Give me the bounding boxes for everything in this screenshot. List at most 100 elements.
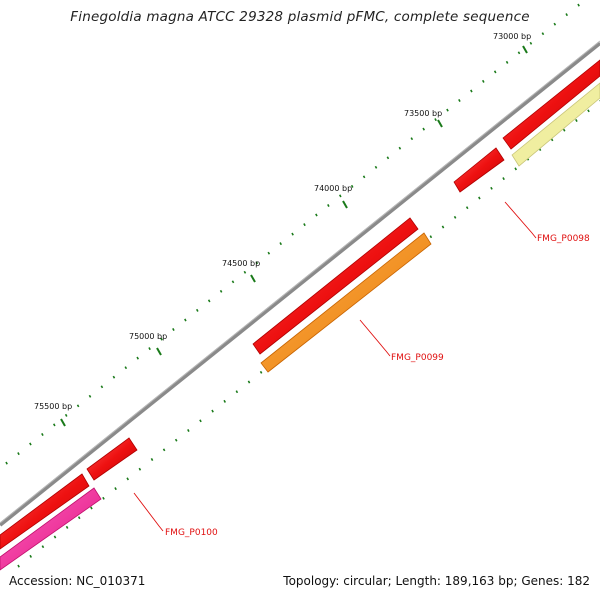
tick-dot [41,545,45,549]
tick-dot [429,235,433,239]
tick-label: 74000 bp [314,184,352,193]
gene-label-fmg-p0098[interactable]: FMG_P0098 [537,234,590,244]
tick-dot [195,308,199,312]
gene-label-fmg-p0100[interactable]: FMG_P0100 [165,528,218,538]
tick-dot [338,194,342,198]
tick-dot [65,525,69,529]
tick-dot [162,448,166,452]
tick-dot [64,413,68,417]
tick-dot [231,280,235,284]
tick-marks [60,45,528,427]
tick-dot [553,22,557,26]
tick-dot [88,394,92,398]
tick-dot [327,204,330,207]
gene-arrow[interactable] [260,232,432,373]
tick-dot [453,215,457,219]
summary-text: Topology: circular; Length: 189,163 bp; … [283,574,590,588]
tick-label: 73000 bp [493,32,531,41]
tick-dot [102,496,105,500]
tick-dot [465,206,469,210]
backbone-line [0,41,600,527]
tick-dot [52,423,56,427]
tick-dot [114,487,117,491]
tick-dot [76,404,80,408]
tick-dot [53,535,57,539]
gene-arrow[interactable] [453,147,505,193]
tick-dot [126,477,130,481]
tick-dot [350,184,354,188]
tick-dot [211,409,214,413]
tick-dot [41,433,44,436]
gene-arrow[interactable] [0,473,90,550]
gene-arrow[interactable] [511,82,600,167]
tick-dot [478,196,481,200]
tick-dot [77,516,81,520]
tick-label: 75000 bp [129,332,167,341]
tick-dot [100,385,104,389]
tick-dot [493,70,497,74]
map-title: Finegoldia magna ATCC 29328 plasmid pFMC… [70,9,530,25]
tick-dot [550,138,554,142]
tick-label: 75500 bp [34,402,72,411]
tick-dot [362,175,366,179]
tick-dot [577,3,580,7]
tick-dot [446,108,449,112]
forward-gene-track [0,59,600,550]
tick-dot [184,318,187,322]
tick-label: 74500 bp [222,259,260,268]
tick-dot [398,146,402,150]
tick-dot [505,60,509,64]
tick-dot [517,51,521,55]
tick-dot [541,32,545,36]
tick-dot [259,370,263,374]
tick-label: 73500 bp [404,109,442,118]
tick-dot [247,380,251,384]
tick-dot [90,506,93,510]
tick-dot [160,337,163,341]
tick-dot [458,99,461,102]
gene-arrow[interactable] [502,59,600,150]
tick-dot [255,261,259,265]
tick-dot [587,109,590,113]
tick-dot [315,213,318,217]
reverse-gene-track [0,82,600,571]
tick-dot [514,167,518,171]
tick-dot [422,127,426,131]
tick-dot [267,251,271,255]
tick-dot [174,438,178,442]
gene-label-fmg-p0099[interactable]: FMG_P0099 [391,353,444,363]
tick-dot [303,223,306,227]
outer-tick-track [5,3,580,465]
tick-dot [148,347,151,351]
tick-dot [410,137,414,141]
tick-dot [187,429,190,432]
tick-dot [112,375,116,379]
tick-dot [386,156,390,160]
tick-dot [434,118,437,122]
gene-arrow[interactable] [252,217,419,355]
gene-arrow[interactable] [86,437,138,481]
tick-dot [481,79,485,83]
tick-dot [490,186,493,190]
gene-arrow[interactable] [0,487,102,571]
tick-dot [29,442,32,446]
tick-dot [575,119,578,122]
tick-dot [172,328,175,331]
tick-dot [374,165,378,169]
tick-dot [29,554,33,558]
tick-dot [470,89,473,93]
tick-dot [207,299,211,303]
tick-dot [219,289,223,293]
tick-dot [502,177,505,181]
tick-dot [441,225,445,229]
tick-dot [565,13,569,17]
tick-dot [529,41,533,45]
accession-text: Accession: NC_010371 [9,574,146,588]
tick-dot [17,452,20,456]
tick-dot [562,128,566,132]
tick-dot [150,458,154,461]
tick-dot [235,390,239,394]
tick-dot [124,366,128,370]
tick-dot [279,242,283,246]
